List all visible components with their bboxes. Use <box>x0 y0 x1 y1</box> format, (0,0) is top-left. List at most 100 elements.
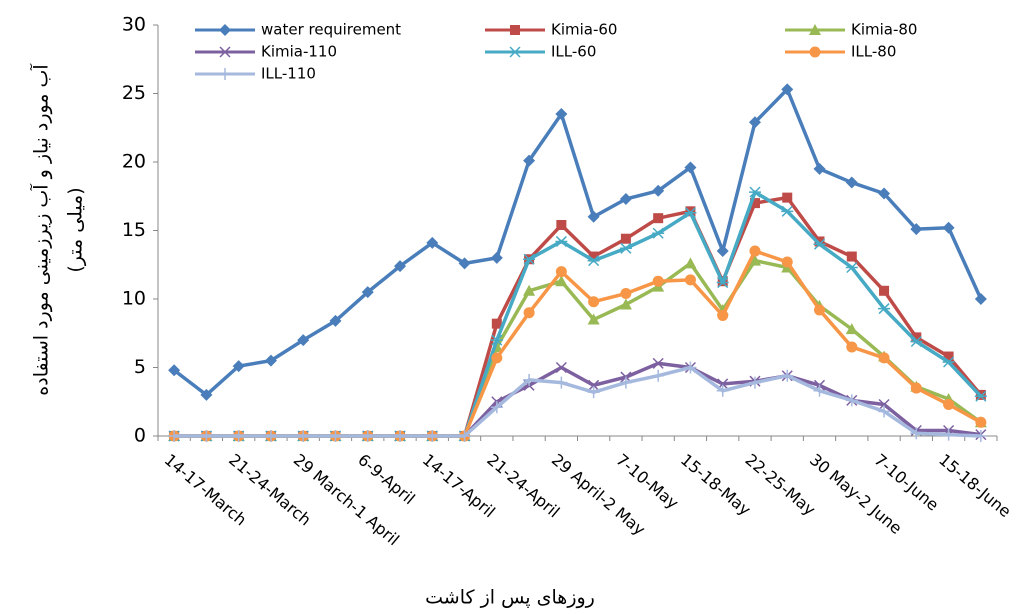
data-point <box>749 245 761 257</box>
legend-marker <box>219 46 231 58</box>
data-point <box>232 430 245 442</box>
data-point <box>523 154 536 167</box>
data-point <box>491 352 503 364</box>
data-point <box>652 369 665 382</box>
data-point <box>200 388 213 401</box>
legend-marker <box>809 24 821 35</box>
data-point <box>620 288 632 300</box>
data-point <box>394 260 407 273</box>
y-tick-label: 10 <box>122 288 146 310</box>
legend-marker <box>219 24 231 36</box>
data-point <box>619 376 632 389</box>
data-point <box>491 318 502 329</box>
legend-marker <box>510 25 520 35</box>
y-tick-label: 0 <box>134 425 146 447</box>
data-point <box>748 254 761 266</box>
data-point <box>490 401 503 414</box>
data-point <box>748 186 761 198</box>
data-point <box>748 116 761 129</box>
data-point <box>458 430 471 442</box>
data-point <box>588 251 599 262</box>
data-point <box>523 284 536 296</box>
data-point <box>716 384 729 397</box>
data-point <box>587 210 600 223</box>
data-point <box>555 275 568 287</box>
data-point <box>652 184 665 197</box>
y-tick-label: 15 <box>122 219 146 241</box>
legend-label: Kimia-110 <box>261 43 337 61</box>
data-point <box>684 361 697 374</box>
data-point <box>684 257 697 269</box>
data-point <box>716 245 729 258</box>
data-point <box>490 334 503 346</box>
data-point <box>814 304 826 316</box>
data-point <box>781 369 794 382</box>
data-point <box>878 303 891 315</box>
legend-marker <box>809 46 821 58</box>
data-point <box>556 220 567 231</box>
data-point <box>910 382 922 394</box>
data-point <box>748 376 761 389</box>
legend-item: water requirement <box>195 21 401 39</box>
data-point <box>716 277 729 289</box>
data-point <box>910 335 923 348</box>
data-point <box>587 313 600 325</box>
data-point <box>297 430 310 442</box>
data-point <box>942 428 955 441</box>
y-tick-label: 5 <box>134 356 146 378</box>
data-point <box>813 238 826 250</box>
x-axis-title: روزهای پس از کاشت <box>425 587 595 609</box>
data-point <box>845 394 858 407</box>
y-axis-title: آب مورد نیاز و آب زیرزمینی مورد استفاده <box>29 64 53 396</box>
data-point <box>845 323 858 335</box>
data-point <box>845 176 858 189</box>
x-tick-label: 29 March-1 April <box>290 450 403 549</box>
data-point <box>588 296 600 308</box>
data-point <box>523 373 536 386</box>
legend-item: Kimia-60 <box>485 21 617 39</box>
x-tick-label: 22-25-May <box>742 450 820 519</box>
data-point <box>781 83 794 96</box>
data-point <box>555 376 568 389</box>
data-point <box>942 221 955 234</box>
data-point <box>749 198 760 209</box>
series-line <box>173 87 983 397</box>
data-point <box>361 430 374 442</box>
data-point <box>813 162 826 175</box>
data-point <box>232 360 245 373</box>
data-point <box>781 205 794 217</box>
data-point <box>394 430 407 442</box>
legend-marker <box>219 68 231 80</box>
legend-label: Kimia-80 <box>851 21 917 39</box>
legend-label: Kimia-60 <box>551 21 617 39</box>
data-point <box>910 223 923 236</box>
data-point <box>813 384 826 397</box>
legend-label: ILL-60 <box>551 43 596 61</box>
legend-item: ILL-110 <box>195 65 316 83</box>
data-point <box>974 390 987 402</box>
data-point <box>490 251 503 264</box>
data-point <box>555 108 568 121</box>
data-point <box>458 257 471 270</box>
data-point <box>845 261 858 274</box>
data-point <box>297 334 310 347</box>
data-point <box>620 233 631 244</box>
y-axis-unit: (میلی متر) <box>65 187 87 272</box>
data-point <box>684 274 696 286</box>
data-point <box>555 361 567 374</box>
data-point <box>814 236 825 247</box>
legend-item: Kimia-80 <box>785 21 917 39</box>
data-point <box>717 309 729 321</box>
data-point <box>974 430 987 442</box>
data-point <box>878 352 890 364</box>
data-point <box>878 405 891 418</box>
data-point <box>846 341 858 353</box>
legend-label: ILL-80 <box>851 43 896 61</box>
x-tick-label: 15-18-May <box>677 450 755 519</box>
data-point <box>653 213 664 224</box>
data-point <box>168 430 181 442</box>
data-point <box>555 235 568 247</box>
data-point <box>652 357 664 369</box>
data-point <box>684 161 697 174</box>
data-point <box>587 255 600 267</box>
